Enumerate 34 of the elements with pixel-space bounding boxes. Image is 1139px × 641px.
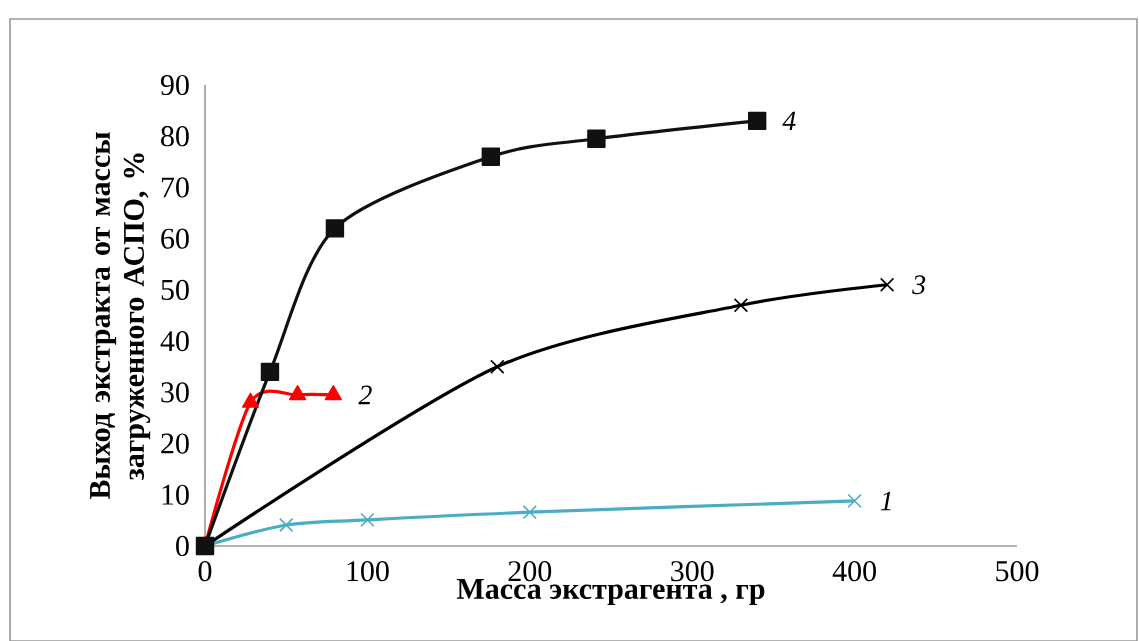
x-tick-label: 0 <box>198 561 212 582</box>
point <box>879 277 895 292</box>
x-tick-label: 500 <box>996 561 1039 582</box>
point <box>325 219 345 238</box>
x-tick-label: 300 <box>671 561 714 582</box>
y-axis-title: Выход экстракта от массы загруженного АСПО, % <box>90 132 151 500</box>
point <box>490 359 505 374</box>
point <box>481 147 501 166</box>
series-label: 2 <box>358 385 372 405</box>
y-tick-label: 40 <box>160 330 189 352</box>
point <box>847 493 862 509</box>
point <box>260 362 280 382</box>
point <box>747 111 767 131</box>
point <box>288 385 307 401</box>
y-tick-label: 70 <box>161 177 189 198</box>
series-label: 3 <box>912 275 926 295</box>
y-tick-label: 90 <box>160 74 189 96</box>
point <box>733 298 749 313</box>
y-tick-label: 60 <box>161 228 189 249</box>
point <box>360 512 375 528</box>
y-tick-label: 50 <box>161 279 189 300</box>
y-tick-label: 80 <box>161 126 189 147</box>
point <box>522 505 537 520</box>
point <box>587 129 606 148</box>
y-tick-label: 10 <box>162 484 189 505</box>
series-label: 1 <box>880 491 891 511</box>
y-tick-label: 0 <box>176 535 189 557</box>
series-label: 4 <box>782 111 796 131</box>
y-tick-label: 20 <box>161 433 189 454</box>
x-tick-label: 400 <box>832 561 876 582</box>
point <box>324 385 342 401</box>
point <box>279 517 294 533</box>
y-tick-label: 30 <box>161 382 189 403</box>
x-tick-label: 100 <box>347 561 389 582</box>
